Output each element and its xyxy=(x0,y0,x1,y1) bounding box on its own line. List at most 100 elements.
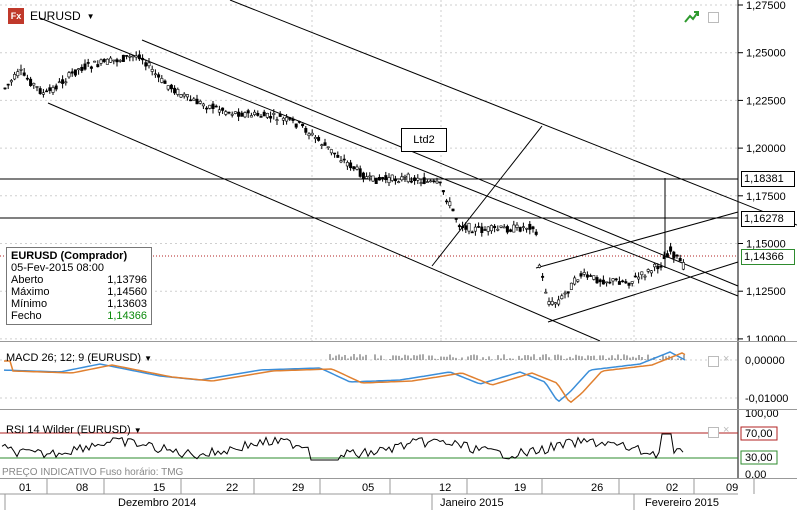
x-day-label: 15 xyxy=(153,482,165,494)
channel-line-bottom[interactable] xyxy=(47,102,601,341)
candle-body xyxy=(237,111,241,117)
macd-axis-0: 0,00000 xyxy=(745,355,785,367)
price-pane[interactable]: 1,27500 1,25000 1,22500 1,20000 1,17500 1,150… xyxy=(0,0,797,342)
x-day-label: 22 xyxy=(226,482,238,494)
candle-body xyxy=(307,133,311,136)
candle-body xyxy=(557,299,561,305)
fx-icon: Fx xyxy=(8,8,24,24)
macd-axis-1: -0,01000 xyxy=(745,393,788,405)
maximize-pane-button[interactable] xyxy=(708,12,719,23)
price-chart[interactable]: 1,27500 1,25000 1,22500 1,20000 1,17500 1,150… xyxy=(0,0,797,341)
candle-body xyxy=(544,291,548,294)
candle-body xyxy=(480,226,484,233)
chevron-down-icon: ▼ xyxy=(144,354,153,363)
wedge-line-lower[interactable] xyxy=(547,261,739,323)
candle-body xyxy=(121,54,125,62)
x-day-label: 12 xyxy=(439,482,451,494)
candle-body xyxy=(323,142,327,146)
candle-body xyxy=(560,295,564,300)
wedge-line-upper[interactable] xyxy=(535,211,739,269)
candle-body xyxy=(86,62,90,64)
x-day-label: 26 xyxy=(591,482,603,494)
candle-body xyxy=(515,224,519,228)
candle-body xyxy=(473,226,477,232)
x-month-label: Fevereiro 2015 xyxy=(645,497,719,509)
candle-body xyxy=(525,227,529,230)
candle-body xyxy=(128,55,132,58)
x-day-label: 05 xyxy=(362,482,374,494)
fan-line[interactable] xyxy=(431,125,543,267)
chevron-down-icon[interactable]: ▼ xyxy=(86,11,95,21)
x-day-label: 08 xyxy=(76,482,88,494)
candle-body xyxy=(630,281,634,284)
channel-line-top[interactable] xyxy=(39,17,739,297)
candle-body xyxy=(13,74,17,80)
trend-line-upper[interactable] xyxy=(229,0,797,226)
candle-body xyxy=(640,271,644,276)
candle-body xyxy=(409,180,413,183)
info-title: EURUSD (Comprador) xyxy=(11,250,128,262)
candle-body xyxy=(406,173,410,182)
candle-body xyxy=(102,58,106,62)
channel-line-mid[interactable] xyxy=(141,39,739,287)
macd-title[interactable]: MACD 26; 12; 9 (EURUSD) ▼ xyxy=(6,352,153,364)
candle-body xyxy=(134,55,138,58)
price-tag-2: 1,16278 xyxy=(741,211,795,227)
candle-body xyxy=(176,88,180,95)
footer-note: PREÇO INDICATIVO Fuso horário: TMG xyxy=(2,467,184,478)
candle-body xyxy=(486,226,490,232)
candle-body xyxy=(573,277,577,285)
candle-body xyxy=(173,87,177,94)
rsi-chart[interactable]: 100,00 70,00 30,00 0,00 xyxy=(0,410,797,478)
candle-body xyxy=(624,281,628,284)
x-month-label: Janeiro 2015 xyxy=(440,497,504,509)
candle-body xyxy=(19,69,23,71)
chart-header[interactable]: Fx EURUSD ▼ xyxy=(8,8,95,24)
candle-body xyxy=(61,79,65,84)
candle-body xyxy=(80,66,84,71)
candle-body xyxy=(496,228,500,231)
candle-body xyxy=(633,275,637,278)
candle-body xyxy=(605,281,609,284)
candle-body xyxy=(163,80,167,84)
candle-body xyxy=(208,104,212,109)
info-row-open: Aberto 1,13796 xyxy=(11,274,147,286)
x-day-label: 09 xyxy=(726,482,738,494)
candle-body xyxy=(67,72,71,78)
candle-body xyxy=(224,111,228,115)
candle-body xyxy=(569,282,573,290)
annotation-label[interactable]: Ltd2 xyxy=(401,128,447,152)
candle-body xyxy=(441,190,445,193)
x-day-label: 02 xyxy=(666,482,678,494)
macd-close-icon[interactable]: × xyxy=(723,353,730,365)
candle-body xyxy=(461,225,465,228)
candle-body xyxy=(550,301,554,305)
candle-body xyxy=(25,77,29,80)
macd-maximize-button[interactable] xyxy=(708,356,719,367)
candle-body xyxy=(249,115,253,118)
time-axis[interactable]: 01 08 15 22 29 05 12 19 26 02 09 Dezembro 2014 Jane… xyxy=(0,478,797,510)
candle-body xyxy=(381,177,385,180)
candle-body xyxy=(182,93,186,97)
candle-body xyxy=(141,57,145,61)
candle-body xyxy=(361,172,365,179)
rsi-maximize-button[interactable] xyxy=(708,427,719,438)
trend-up-icon[interactable] xyxy=(684,10,700,24)
candle-body xyxy=(342,158,346,161)
rsi-title[interactable]: RSI 14 Wilder (EURUSD) ▼ xyxy=(6,424,142,436)
rsi-line xyxy=(1,433,684,461)
macd-chart[interactable]: 0,00000 -0,01000 xyxy=(0,342,797,409)
symbol-label[interactable]: EURUSD xyxy=(30,9,81,23)
x-month-label: Dezembro 2014 xyxy=(118,497,196,509)
candle-body xyxy=(221,107,225,111)
candle-body xyxy=(35,86,39,88)
candle-body xyxy=(377,177,381,181)
info-row-high: Máximo 1,14560 xyxy=(11,286,147,298)
rsi-pane[interactable]: 100,00 70,00 30,00 0,00 RSI 14 Wilder (E… xyxy=(0,410,797,478)
rsi-close-icon[interactable]: × xyxy=(723,424,730,436)
candle-body xyxy=(291,118,295,121)
candle-body xyxy=(294,123,298,128)
macd-pane[interactable]: 0,00000 -0,01000 MACD 26; 12; 9 (EURUSD)… xyxy=(0,342,797,410)
candle-body xyxy=(339,160,343,163)
candle-body xyxy=(608,281,612,284)
